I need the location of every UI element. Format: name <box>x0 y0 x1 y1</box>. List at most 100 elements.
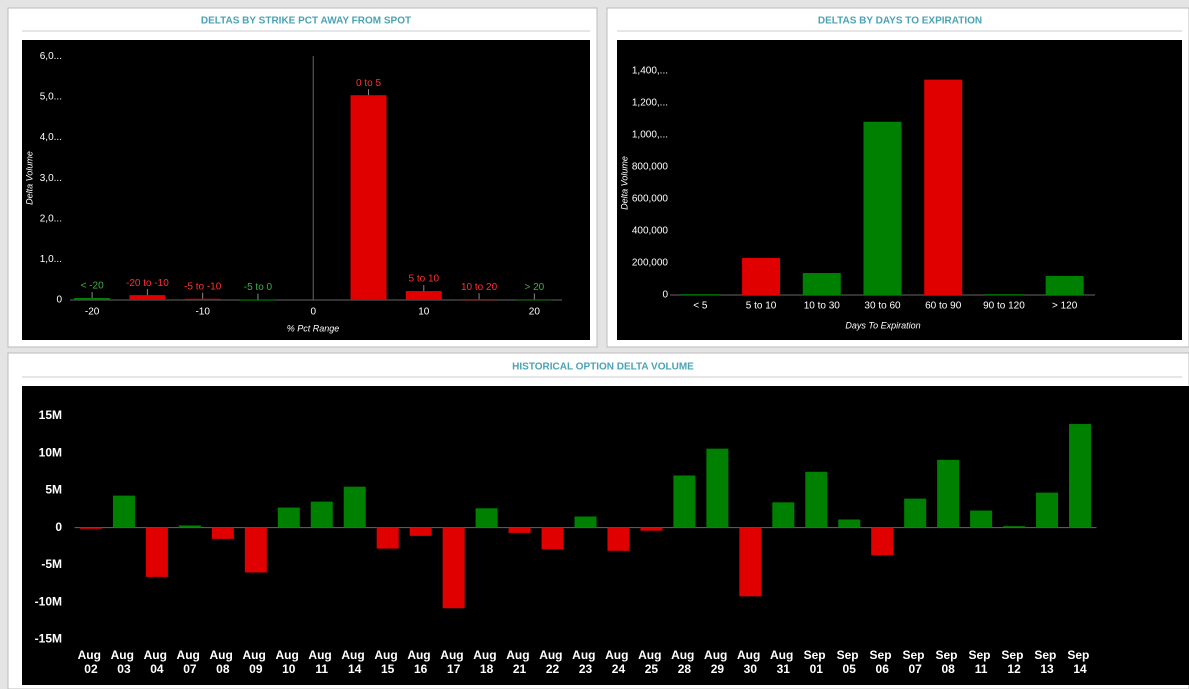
x-tick-label: Sep 06 <box>870 648 895 676</box>
bar <box>904 498 927 528</box>
data-label: -20 to -10 <box>126 278 169 289</box>
bar <box>937 459 960 528</box>
x-tick-label: Aug 24 <box>605 648 632 676</box>
bar <box>1036 492 1059 528</box>
bar <box>244 527 267 573</box>
bar <box>607 527 630 551</box>
bar <box>145 527 168 577</box>
x-tick-label: Aug 15 <box>374 648 401 676</box>
y-axis-title: Delta Volume <box>619 156 629 210</box>
data-label: < -20 <box>81 281 105 292</box>
x-tick-label: Aug 16 <box>407 648 434 676</box>
y-tick-label: -15M <box>35 632 62 646</box>
x-tick-label: < 5 <box>693 301 708 312</box>
data-label: > 20 <box>524 282 544 293</box>
bar <box>1003 526 1026 528</box>
x-tick-label: Aug 14 <box>341 648 368 676</box>
bar <box>442 527 465 609</box>
x-tick-label: Aug 04 <box>144 648 171 676</box>
plot-background <box>22 386 1189 685</box>
bar <box>541 527 564 550</box>
x-tick-label: Aug 11 <box>308 648 335 676</box>
y-tick-label: 0 <box>55 520 62 534</box>
x-tick-label: -20 <box>85 307 100 318</box>
bar <box>350 95 387 301</box>
x-tick-label: 10 to 30 <box>804 301 841 312</box>
y-tick-label: 1,400,... <box>632 65 668 76</box>
bar <box>178 525 201 528</box>
x-tick-label: Sep 12 <box>1001 648 1026 676</box>
y-tick-label: 1,200,... <box>632 97 668 108</box>
data-label: 10 to 20 <box>461 282 498 293</box>
x-tick-label: Sep 05 <box>837 648 862 676</box>
x-tick-label: Aug 25 <box>638 648 665 676</box>
bar <box>574 516 597 528</box>
x-tick-label: 30 to 60 <box>864 301 901 312</box>
bar <box>742 257 781 295</box>
x-tick-label: 10 <box>418 307 430 318</box>
bar <box>409 527 432 536</box>
y-tick-label: 0 <box>56 295 62 306</box>
bar <box>863 121 902 295</box>
plot-background <box>22 40 590 340</box>
x-tick-label: Aug 21 <box>506 648 533 676</box>
bar <box>805 471 828 528</box>
x-tick-label: > 120 <box>1052 301 1078 312</box>
bar <box>277 507 300 528</box>
x-tick-label: Aug 18 <box>473 648 500 676</box>
bar <box>405 291 442 300</box>
bar <box>739 527 762 597</box>
bar <box>461 299 498 301</box>
data-label: -5 to -10 <box>184 281 222 292</box>
bar <box>79 527 102 529</box>
bar <box>924 79 963 295</box>
x-tick-label: Sep 01 <box>804 648 829 676</box>
x-tick-label: Aug 02 <box>78 648 105 676</box>
bar <box>475 508 498 528</box>
bar <box>1069 424 1092 528</box>
x-tick-label: Aug 10 <box>275 648 302 676</box>
y-tick-label: 1,000,... <box>632 129 668 140</box>
x-tick-label: 0 <box>310 307 316 318</box>
y-axis-title: Delta Volume <box>24 151 34 205</box>
bar <box>640 527 663 531</box>
bar <box>74 297 111 300</box>
x-tick-label: Aug 17 <box>440 648 467 676</box>
bar <box>112 495 135 528</box>
y-tick-label: 2,0... <box>40 213 62 224</box>
data-label: 0 to 5 <box>356 78 381 89</box>
data-label: 5 to 10 <box>409 274 440 285</box>
x-axis-title: % Pct Range <box>287 323 340 333</box>
y-tick-label: 1,0... <box>40 254 62 265</box>
bar <box>129 295 166 300</box>
x-tick-label: Aug 09 <box>242 648 269 676</box>
x-tick-label: 5 to 10 <box>746 301 777 312</box>
x-tick-label: -10 <box>195 307 210 318</box>
y-tick-label: 600,000 <box>632 193 669 204</box>
x-tick-label: Aug 03 <box>111 648 138 676</box>
y-tick-label: 800,000 <box>632 161 669 172</box>
data-label: -5 to 0 <box>244 282 273 293</box>
y-tick-label: 6,0... <box>40 51 62 62</box>
chart-title: DELTAS BY STRIKE PCT AWAY FROM SPOT <box>201 16 411 27</box>
bar <box>1045 275 1084 295</box>
bar <box>772 502 795 528</box>
bar <box>508 527 531 533</box>
y-tick-label: 15M <box>39 408 62 422</box>
x-tick-label: Aug 07 <box>177 648 204 676</box>
x-tick-label: Aug 23 <box>572 648 599 676</box>
y-tick-label: 5,0... <box>40 91 62 102</box>
y-tick-label: 3,0... <box>40 173 62 184</box>
x-tick-label: Aug 30 <box>737 648 764 676</box>
x-tick-label: Aug 08 <box>210 648 237 676</box>
bar <box>516 299 553 301</box>
bar <box>970 510 993 528</box>
y-tick-label: 4,0... <box>40 132 62 143</box>
x-tick-label: Aug 22 <box>539 648 566 676</box>
bar <box>376 527 399 549</box>
bar <box>838 519 861 528</box>
x-tick-label: Aug 31 <box>770 648 797 676</box>
y-tick-label: -10M <box>35 594 62 608</box>
